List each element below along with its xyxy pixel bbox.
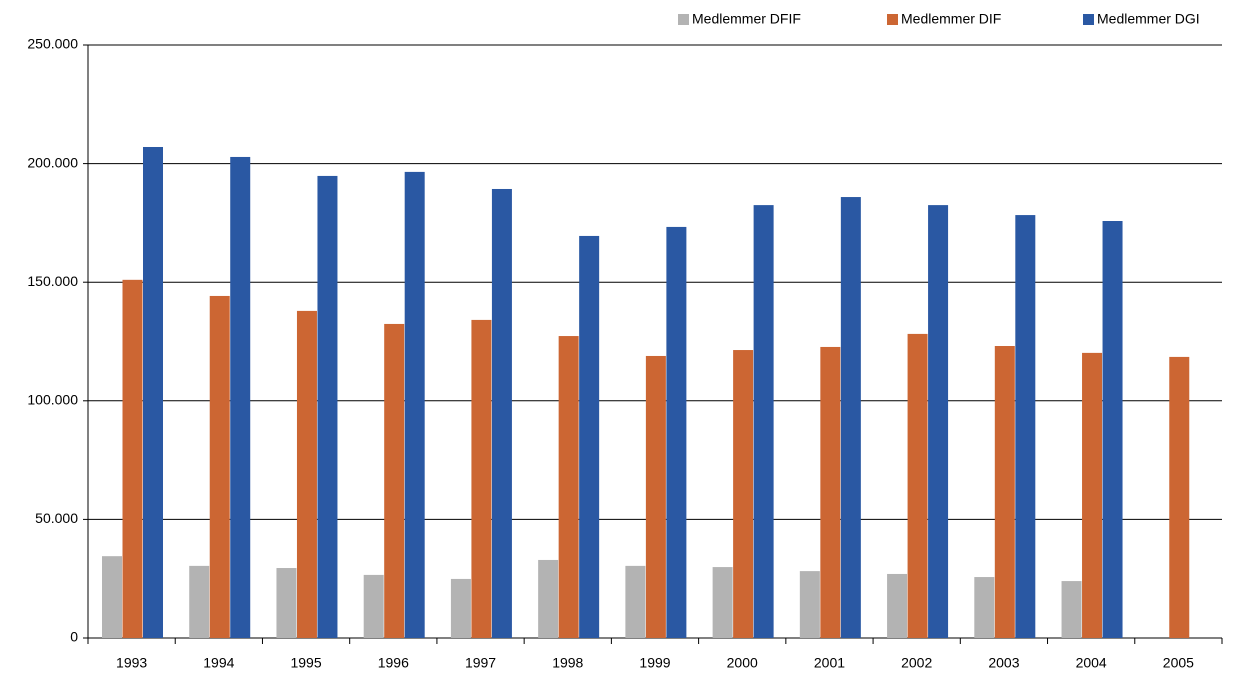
- bar: [450, 578, 471, 638]
- bar: [1169, 356, 1190, 638]
- bar: [994, 346, 1015, 638]
- y-tick-label: 200.000: [27, 154, 78, 170]
- x-tick-label: 1993: [116, 655, 147, 671]
- bar: [491, 188, 512, 638]
- bar: [189, 565, 210, 638]
- bar: [102, 556, 122, 638]
- legend-swatch: [1083, 14, 1094, 25]
- y-tick-label: 0: [70, 629, 78, 645]
- bar: [122, 279, 143, 638]
- x-tick-label: 2001: [814, 655, 845, 671]
- bar: [538, 559, 559, 638]
- x-tick-label: 2002: [901, 655, 932, 671]
- bar: [143, 146, 163, 638]
- y-tick-label: 100.000: [27, 392, 78, 408]
- bar: [1061, 581, 1082, 638]
- bar: [384, 323, 405, 638]
- bar: [799, 571, 820, 638]
- y-tick-label: 50.000: [35, 510, 78, 526]
- x-tick-label: 1999: [639, 655, 670, 671]
- legend-swatch: [887, 14, 898, 25]
- bar: [733, 350, 754, 638]
- x-tick-label: 1997: [465, 655, 496, 671]
- legend-swatch: [678, 14, 689, 25]
- bar: [230, 156, 251, 638]
- bar: [712, 567, 733, 638]
- bar: [666, 226, 687, 638]
- bar: [317, 175, 338, 639]
- x-tick-label: 1995: [290, 655, 321, 671]
- bar: [363, 574, 384, 638]
- bar: [471, 319, 492, 638]
- bar: [840, 197, 861, 638]
- bar: [404, 171, 425, 639]
- bar: [753, 205, 774, 639]
- bar: [1082, 352, 1103, 638]
- x-tick-label: 2005: [1163, 655, 1194, 671]
- bar: [296, 310, 317, 638]
- x-tick-label: 2004: [1076, 655, 1107, 671]
- legend-label: Medlemmer DFIF: [692, 11, 801, 27]
- bar: [209, 295, 230, 638]
- x-tick-label: 2003: [988, 655, 1019, 671]
- bar: [928, 205, 949, 639]
- bar: [625, 565, 646, 638]
- legend-label: Medlemmer DIF: [901, 11, 1001, 27]
- bar: [579, 235, 600, 639]
- bar: [974, 577, 995, 638]
- bar: [558, 336, 579, 638]
- bar: [645, 355, 666, 638]
- x-tick-label: 1994: [203, 655, 234, 671]
- y-tick-label: 150.000: [27, 273, 78, 289]
- x-tick-label: 1998: [552, 655, 583, 671]
- bar: [1015, 215, 1036, 639]
- x-tick-label: 1996: [378, 655, 409, 671]
- legend-label: Medlemmer DGI: [1097, 11, 1200, 27]
- bar: [1102, 221, 1123, 639]
- x-tick-label: 2000: [727, 655, 758, 671]
- bar: [276, 568, 297, 638]
- y-tick-label: 250.000: [27, 36, 78, 52]
- bar: [820, 346, 841, 638]
- bar: [907, 333, 928, 638]
- bar: [887, 573, 908, 638]
